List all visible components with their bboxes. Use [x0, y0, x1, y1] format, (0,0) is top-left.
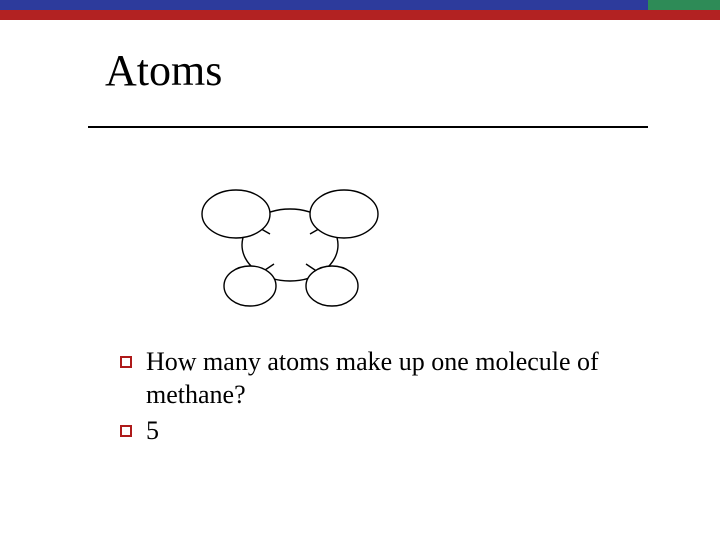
bullet-item: 5	[120, 415, 680, 448]
title-underline	[88, 126, 648, 128]
title-text: Atoms	[105, 46, 222, 95]
top-bar-row-1	[0, 0, 720, 10]
slide: Atoms How many atoms make up one molecul…	[0, 0, 720, 540]
bar-green	[648, 0, 720, 10]
bullet-item: How many atoms make up one molecule of m…	[120, 346, 680, 411]
bullet-text: How many atoms make up one molecule of m…	[146, 346, 680, 411]
molecule-diagram	[190, 170, 390, 320]
bullet-marker-icon	[120, 356, 132, 368]
bullet-list: How many atoms make up one molecule of m…	[120, 346, 680, 452]
bar-blue	[0, 0, 648, 10]
slide-title: Atoms	[105, 45, 222, 96]
molecule-svg	[190, 170, 390, 320]
bar-red	[0, 10, 720, 20]
bullet-text: 5	[146, 415, 159, 448]
header-bars	[0, 0, 720, 20]
bullet-marker-icon	[120, 425, 132, 437]
